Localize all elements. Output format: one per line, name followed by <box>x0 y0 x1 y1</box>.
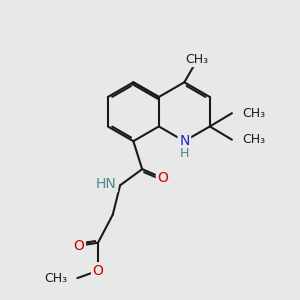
Text: O: O <box>93 264 104 278</box>
Text: H: H <box>180 147 189 160</box>
Text: O: O <box>74 239 84 253</box>
Text: CH₃: CH₃ <box>185 52 208 66</box>
Text: O: O <box>157 171 168 185</box>
Text: CH₃: CH₃ <box>44 272 67 285</box>
Text: CH₃: CH₃ <box>242 107 265 120</box>
Text: N: N <box>179 134 190 148</box>
Text: CH₃: CH₃ <box>242 133 265 146</box>
Text: HN: HN <box>96 177 117 191</box>
